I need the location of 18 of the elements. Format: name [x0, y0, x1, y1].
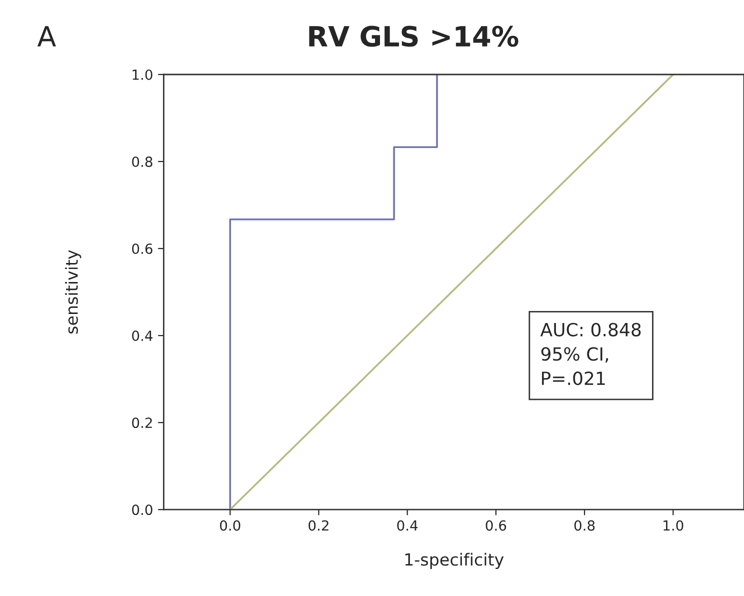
- x-tick-label: 0.2: [308, 520, 328, 531]
- text: A: [37, 26, 56, 46]
- y-tick-label: 1.0: [132, 69, 152, 80]
- line-series: [229, 74, 438, 510]
- annotation: AUC: 0.848 95% CI, P=.021: [540, 322, 641, 386]
- x-tick-label: 1.0: [664, 520, 684, 531]
- x-tick-label: 0.4: [397, 520, 418, 531]
- x-tick-label: 0.6: [486, 520, 506, 531]
- y-tick-label: 0.4: [132, 330, 152, 342]
- y-tick-label: 0.0: [132, 504, 152, 516]
- y-tick-label: 0.8: [132, 156, 152, 167]
- x-tick-label: 0.8: [574, 520, 595, 531]
- y-axis-title: sensitivity: [65, 250, 82, 334]
- x-axis-title: 1-specificity: [405, 552, 504, 570]
- x-tick-label: 0.0: [220, 520, 240, 531]
- y-tick-label: 0.6: [132, 244, 152, 254]
- y-tick-label: 0.2: [132, 418, 152, 428]
- chart-title: RV GLS >14%: [309, 26, 518, 47]
